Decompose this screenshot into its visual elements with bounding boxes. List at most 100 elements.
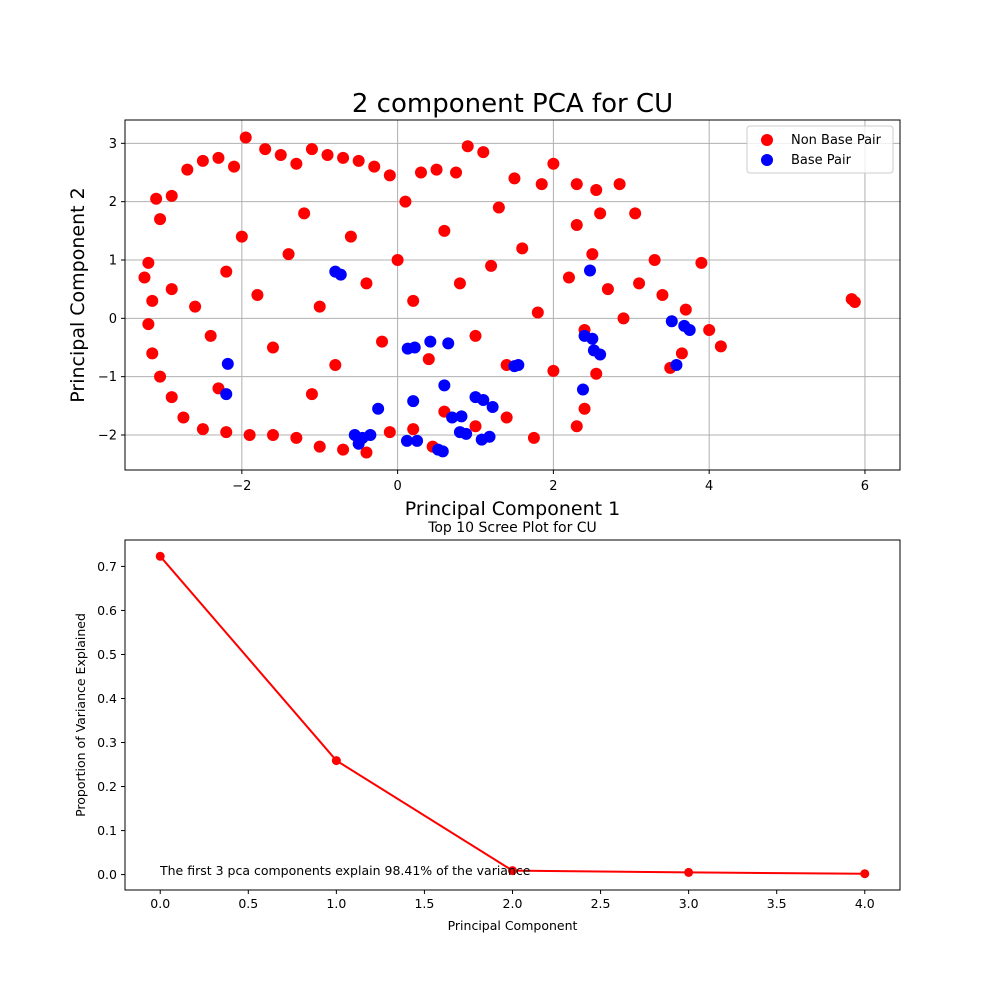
scatter-point (221, 357, 234, 370)
scatter-point (407, 423, 420, 436)
scatter-point (485, 259, 498, 272)
pca-x-axis: −2 0 2 4 6 (232, 470, 869, 494)
pca-y-axis-label: Principal Component 2 (67, 187, 89, 402)
scatter-point (251, 289, 264, 301)
scree-chart-title: Top 10 Scree Plot for CU (427, 520, 597, 536)
scree-y-tick-label: 0.2 (97, 779, 117, 794)
legend-label-non-base-pair: Non Base Pair (791, 133, 882, 148)
scatter-point (436, 445, 449, 458)
scatter-point (695, 256, 708, 269)
pca-x-tick-label: 4 (705, 479, 713, 494)
scree-x-tick-label: 3.5 (767, 896, 787, 911)
pca-series-0 (138, 131, 861, 459)
pca-chart-title: 2 component PCA for CU (352, 89, 673, 119)
scatter-point (138, 271, 151, 284)
scatter-point (629, 207, 642, 220)
scree-point (155, 551, 165, 561)
scatter-point (617, 312, 630, 325)
scatter-point (282, 248, 295, 261)
legend-marker-base-pair (761, 154, 773, 166)
scatter-point (305, 143, 318, 156)
scatter-point (438, 224, 451, 237)
scatter-point (372, 402, 385, 415)
scatter-point (576, 383, 589, 396)
scatter-point (220, 265, 233, 278)
scatter-point (220, 426, 233, 439)
scatter-point (527, 431, 540, 444)
scatter-point (486, 401, 499, 413)
scatter-point (344, 230, 357, 243)
pca-y-tick-label: −1 (98, 370, 117, 385)
scatter-point (477, 146, 490, 159)
legend-label-base-pair: Base Pair (791, 153, 852, 168)
pca-series-1 (220, 264, 696, 458)
scatter-point (228, 160, 241, 173)
scatter-point (391, 254, 404, 266)
pca-y-axis: −2 −1 0 1 2 3 (98, 137, 125, 444)
scatter-point (383, 169, 396, 182)
scree-x-tick-label: 1.0 (326, 896, 346, 911)
scatter-point (714, 340, 727, 353)
scatter-point (424, 335, 437, 348)
scatter-point (594, 348, 607, 361)
scree-point (860, 869, 870, 879)
scree-y-tick-label: 0.1 (97, 823, 117, 838)
scatter-point (313, 440, 326, 453)
scatter-point (235, 230, 248, 243)
scree-x-tick-label: 3.0 (679, 896, 699, 911)
scatter-point (584, 264, 596, 277)
scatter-point (189, 300, 202, 313)
scatter-point (460, 427, 473, 440)
scree-x-tick-label: 4.0 (855, 896, 875, 911)
scree-y-tick-label: 0.7 (97, 559, 117, 574)
scree-point (331, 756, 341, 766)
scatter-point (154, 213, 167, 226)
scree-x-tick-label: 0.5 (238, 896, 258, 911)
scatter-point (154, 370, 167, 383)
scree-y-tick-label: 0.5 (97, 647, 117, 662)
scatter-point (570, 178, 583, 191)
scatter-point (399, 195, 412, 208)
scatter-point (305, 388, 318, 401)
pca-y-tick-label: 3 (109, 137, 117, 152)
scree-y-axis: 0.0 0.1 0.2 0.3 0.4 0.5 0.6 0.7 (97, 559, 125, 882)
scree-y-tick-label: 0.6 (97, 603, 117, 618)
scatter-point (570, 420, 583, 433)
scatter-point (146, 294, 159, 307)
scree-x-axis-label: Principal Component (448, 918, 578, 933)
scatter-point (407, 395, 420, 408)
scatter-point (329, 359, 342, 371)
scatter-point (150, 192, 163, 205)
scatter-point (675, 347, 688, 360)
scatter-point (590, 184, 603, 196)
scatter-point (547, 364, 560, 377)
scatter-point (613, 178, 626, 191)
scatter-point (590, 367, 603, 380)
scatter-point (461, 140, 474, 153)
scatter-point (500, 411, 513, 424)
scatter-point (220, 388, 233, 401)
scatter-point (414, 166, 427, 179)
scatter-point (547, 157, 560, 170)
scatter-point (364, 429, 377, 441)
scatter-point (142, 318, 155, 331)
scatter-point (337, 443, 350, 456)
pca-points (138, 131, 861, 459)
scree-annotation: The first 3 pca components explain 98.41… (159, 863, 531, 878)
scatter-point (142, 256, 155, 269)
pca-x-tick-label: 6 (861, 479, 869, 494)
scatter-point (165, 391, 178, 404)
scatter-point (352, 154, 365, 167)
scatter-point (594, 207, 607, 220)
scree-point (684, 867, 694, 877)
pca-y-tick-label: 1 (109, 254, 117, 269)
scatter-point (469, 329, 482, 342)
scatter-point (368, 160, 381, 173)
scatter-point (508, 172, 521, 185)
pca-scatter-chart: 2 component PCA for CU −2 0 2 4 6 −2 −1 0 1 2 3 P… (67, 89, 901, 520)
scatter-point (165, 189, 178, 202)
scree-x-tick-label: 2.0 (503, 896, 523, 911)
scatter-point (601, 283, 614, 296)
scatter-point (408, 341, 421, 354)
